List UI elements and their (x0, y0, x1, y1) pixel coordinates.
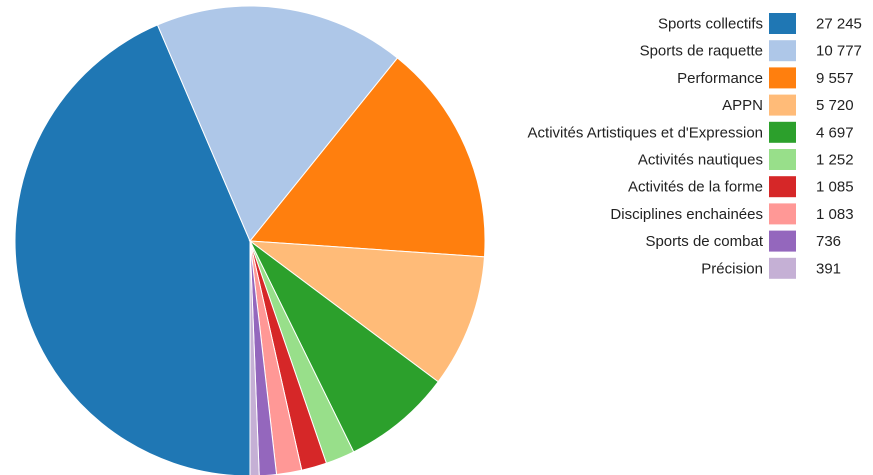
legend-item-5[interactable]: Activités Artistiques et d'Expression 4 6… (528, 121, 854, 143)
legend-label: Précision (701, 260, 763, 277)
legend-value: 391 (816, 260, 841, 277)
legend-swatch (769, 13, 796, 34)
legend-swatch (769, 203, 796, 225)
pie-slice-3[interactable] (249, 57, 486, 258)
legend: Sports collectifs 27 245 Sports de raquett… (528, 13, 862, 279)
legend-label: Performance (677, 70, 763, 87)
legend-value: 1 085 (816, 179, 854, 196)
legend-label: Activités de la forme (628, 179, 763, 196)
legend-swatch (769, 94, 796, 116)
pie-slice-5[interactable] (249, 240, 439, 453)
legend-label: Disciplines enchainées (610, 206, 763, 223)
legend-item-1[interactable]: Sports collectifs 27 245 (658, 13, 862, 34)
legend-swatch (769, 121, 796, 143)
legend-value: 1 252 (816, 152, 854, 169)
legend-value: 27 245 (816, 16, 862, 33)
legend-swatch (769, 67, 796, 89)
legend-swatch (769, 176, 796, 198)
legend-label: Sports de combat (645, 233, 763, 250)
pie-slice-4[interactable] (248, 240, 486, 383)
legend-item-9[interactable]: Sports de combat 736 (645, 230, 841, 252)
pie (14, 5, 486, 475)
legend-value: 10 777 (816, 43, 862, 60)
legend-value: 5 720 (816, 97, 854, 114)
legend-label: Sports collectifs (658, 16, 763, 33)
legend-item-3[interactable]: Performance 9 557 (677, 67, 854, 89)
legend-item-6[interactable]: Activités nautiques 1 252 (638, 149, 854, 170)
legend-label: APPN (722, 97, 763, 114)
pie-slice-1[interactable] (14, 24, 251, 475)
legend-item-2[interactable]: Sports de raquette 10 777 (640, 40, 862, 62)
legend-swatch (769, 230, 796, 252)
legend-value: 4 697 (816, 124, 854, 141)
pie-slice-10[interactable] (249, 240, 260, 475)
pie-slice-2[interactable] (156, 5, 399, 242)
legend-label: Activités nautiques (638, 152, 763, 169)
legend-value: 1 083 (816, 206, 854, 223)
legend-value: 736 (816, 233, 841, 250)
legend-item-10[interactable]: Précision 391 (701, 257, 841, 279)
legend-value: 9 557 (816, 70, 854, 87)
legend-label: Activités Artistiques et d'Expression (528, 124, 763, 141)
legend-item-7[interactable]: Activités de la forme 1 085 (628, 176, 854, 198)
legend-item-8[interactable]: Disciplines enchainées 1 083 (610, 203, 854, 225)
legend-swatch (769, 149, 796, 170)
legend-swatch (769, 257, 796, 279)
legend-swatch (769, 40, 796, 62)
legend-label: Sports de raquette (640, 43, 763, 60)
legend-item-4[interactable]: APPN 5 720 (722, 94, 854, 116)
